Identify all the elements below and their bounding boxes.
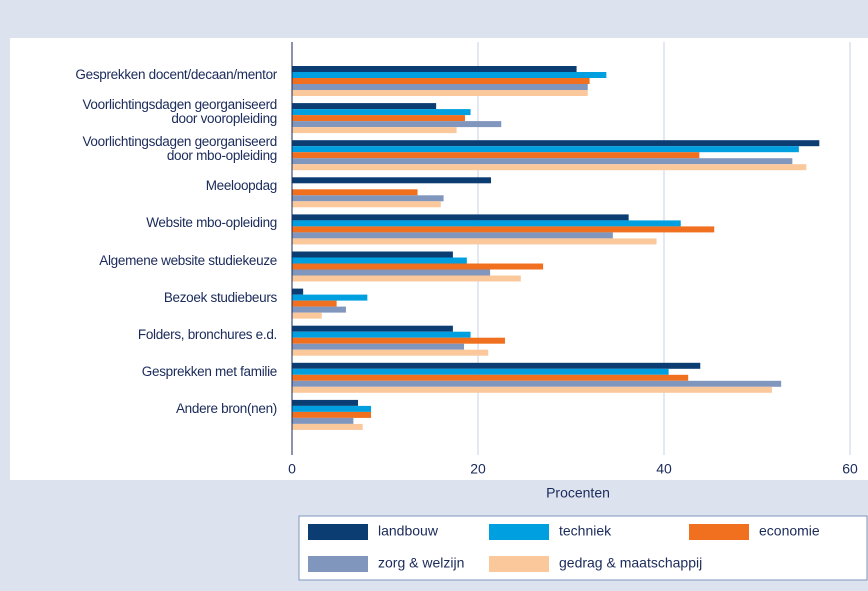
bar — [292, 331, 471, 338]
bar — [292, 164, 807, 171]
bar — [292, 275, 521, 282]
legend-swatch — [689, 524, 749, 540]
bar — [292, 300, 337, 307]
category-label: Meeloopdag — [205, 178, 278, 194]
category-label: Voorlichtingsdagen georganiseerd door vo… — [82, 97, 277, 127]
legend-box — [298, 515, 868, 581]
bar — [292, 189, 418, 196]
bar — [292, 306, 346, 313]
bar — [292, 78, 590, 84]
bar — [292, 257, 467, 264]
bar — [292, 90, 588, 96]
bar — [292, 386, 772, 393]
x-tick-label: 40 — [656, 461, 672, 477]
category-label: Algemene website studiekeuze — [99, 252, 277, 268]
bar — [292, 411, 372, 418]
bar — [292, 226, 715, 233]
bar — [292, 72, 607, 78]
bar — [292, 269, 491, 276]
bar — [292, 417, 354, 424]
bar — [292, 127, 457, 134]
category-label: Bezoek studiebeurs — [163, 289, 277, 305]
x-axis-label: Procenten — [546, 485, 610, 501]
bar — [292, 251, 453, 258]
legend-label: landbouw — [378, 523, 439, 539]
bar — [292, 220, 681, 227]
bar — [292, 337, 505, 344]
bar — [292, 201, 441, 208]
bar — [292, 399, 359, 406]
x-tick-label: 60 — [842, 461, 858, 477]
category-label: Voorlichtingsdagen georganiseerd door mb… — [82, 134, 277, 164]
bar — [292, 84, 588, 90]
bar — [292, 195, 444, 202]
legend-swatch — [489, 524, 549, 540]
category-label: Folders, bronchures e.d. — [137, 326, 277, 342]
category-label: Website mbo-opleiding — [146, 215, 277, 231]
bar — [292, 109, 471, 116]
bar — [292, 325, 453, 332]
category-label: Gesprekken met familie — [141, 363, 278, 379]
bar — [292, 214, 629, 221]
bar — [292, 294, 368, 301]
legend-label: gedrag & maatschappij — [559, 555, 702, 571]
bar — [292, 121, 502, 128]
bar — [292, 405, 372, 412]
legend-swatch — [489, 556, 549, 572]
bar — [292, 158, 793, 165]
category-label: Gesprekken docent/decaan/mentor — [75, 67, 277, 82]
bar — [292, 343, 465, 350]
bar — [292, 115, 465, 122]
bar — [292, 349, 489, 356]
legend-label: zorg & welzijn — [378, 555, 464, 571]
bar — [292, 263, 544, 270]
bar — [292, 232, 613, 239]
legend-label: economie — [759, 523, 820, 539]
legend-swatch — [308, 556, 368, 572]
x-tick-label: 0 — [288, 461, 296, 477]
bar — [292, 423, 363, 430]
legend-swatch — [308, 524, 368, 540]
bar — [292, 146, 799, 153]
bar — [292, 380, 782, 387]
bar — [292, 177, 492, 184]
legend-label: techniek — [559, 523, 612, 539]
bar — [292, 103, 437, 110]
x-tick-label: 20 — [470, 461, 486, 477]
bar — [292, 140, 820, 147]
bar — [292, 362, 701, 369]
bar — [292, 288, 304, 295]
bar — [292, 66, 577, 72]
bar — [292, 374, 689, 381]
bar — [292, 368, 669, 375]
bar — [292, 238, 657, 245]
category-label: Andere bron(nen) — [175, 400, 277, 416]
bar — [292, 152, 700, 159]
bar — [292, 312, 322, 319]
